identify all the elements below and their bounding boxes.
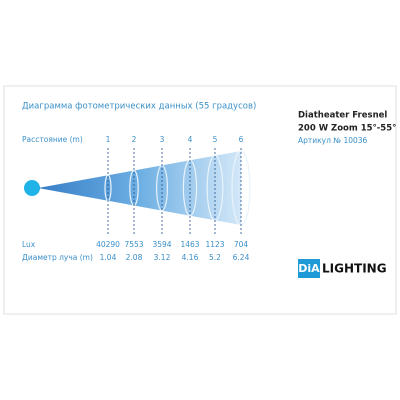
light-source [24, 180, 40, 196]
logo-text: LIGHTING [322, 262, 387, 276]
row-label: Расстояние (m) [22, 135, 83, 144]
row-value: 2 [132, 135, 137, 144]
row-value: 1123 [205, 240, 224, 249]
row-value: 1.04 [100, 253, 117, 262]
product-name: 200 W Zoom 15°-55° [298, 124, 396, 134]
row-value: 704 [234, 240, 249, 249]
row-label: Lux [22, 240, 36, 249]
article: Артикул № 10036 [298, 136, 368, 145]
row-value: 3 [160, 135, 165, 144]
product-name: Diatheater Fresnel [298, 111, 387, 121]
row-value: 1 [106, 135, 111, 144]
row-value: 6.24 [233, 253, 250, 262]
row-value: 3594 [152, 240, 171, 249]
logo-mark: DiA [298, 262, 320, 275]
row-value: 5 [213, 135, 218, 144]
row-value: 3.12 [154, 253, 171, 262]
row-value: 4 [188, 135, 193, 144]
row-label: Диаметр луча (m) [22, 253, 93, 262]
row-value: 5.2 [209, 253, 221, 262]
row-value: 6 [239, 135, 244, 144]
row-value: 40290 [96, 240, 120, 249]
logo-box [298, 259, 320, 278]
row-value: 4.16 [182, 253, 199, 262]
diagram-title: Диаграмма фотометрических данных (55 гра… [22, 102, 256, 112]
row-value: 1463 [180, 240, 199, 249]
row-value: 7553 [124, 240, 143, 249]
row-value: 2.08 [126, 253, 143, 262]
